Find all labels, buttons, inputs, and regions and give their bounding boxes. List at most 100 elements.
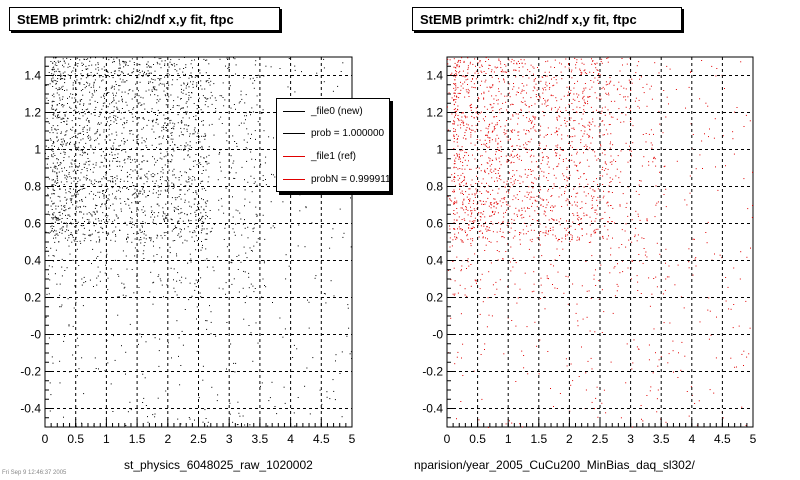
data-point: [152, 82, 154, 84]
data-point: [235, 172, 237, 174]
data-point: [200, 164, 202, 165]
data-point: [545, 83, 547, 85]
data-point: [59, 211, 61, 213]
data-point: [252, 111, 254, 113]
data-point: [98, 181, 100, 183]
data-point: [504, 95, 506, 97]
data-point: [195, 249, 197, 251]
data-point: [211, 103, 213, 105]
data-point: [486, 143, 488, 144]
data-point: [71, 166, 73, 168]
y-tick-label: 0.6: [24, 217, 41, 231]
data-point: [98, 69, 100, 71]
data-point: [91, 148, 93, 150]
data-point: [479, 61, 481, 63]
data-point: [78, 111, 80, 113]
data-point: [475, 65, 476, 67]
data-point: [572, 98, 574, 100]
data-point: [512, 175, 513, 177]
data-point: [667, 362, 669, 364]
data-point: [454, 201, 455, 203]
data-point: [616, 283, 618, 285]
data-point: [155, 138, 157, 139]
data-point: [487, 136, 489, 138]
data-point: [454, 92, 455, 94]
data-point: [114, 359, 116, 361]
data-point: [55, 208, 57, 210]
data-point: [99, 280, 101, 282]
data-point: [64, 206, 66, 208]
data-point: [519, 155, 521, 157]
data-point: [655, 352, 656, 354]
data-point: [118, 59, 120, 61]
data-point: [116, 178, 118, 180]
data-point: [455, 101, 457, 103]
data-point: [469, 168, 471, 170]
data-point: [112, 231, 114, 233]
data-point: [464, 294, 466, 296]
data-point: [81, 225, 83, 227]
data-point: [137, 139, 139, 140]
data-point: [479, 288, 481, 290]
data-point: [118, 100, 120, 102]
data-point: [500, 126, 502, 128]
data-point: [126, 176, 128, 178]
data-point: [528, 130, 529, 131]
data-point: [598, 126, 600, 128]
data-point: [114, 240, 116, 242]
data-point: [80, 139, 82, 141]
data-point: [148, 83, 150, 84]
data-point: [453, 66, 455, 68]
data-point: [580, 130, 582, 132]
data-point: [64, 210, 66, 212]
data-point: [640, 180, 642, 182]
data-point: [595, 218, 597, 220]
data-point: [507, 204, 509, 206]
data-point: [82, 131, 84, 132]
data-point: [619, 70, 621, 72]
data-point: [239, 101, 241, 103]
data-point: [244, 302, 246, 304]
data-point: [105, 172, 107, 174]
data-point: [65, 209, 67, 211]
x-tick-label: 1: [505, 432, 512, 446]
data-point: [571, 141, 573, 143]
data-point: [164, 180, 166, 182]
data-point: [112, 411, 114, 412]
data-point: [203, 135, 205, 137]
data-point: [61, 144, 63, 146]
data-point: [219, 95, 221, 97]
data-point: [479, 60, 481, 61]
data-point: [489, 146, 490, 148]
data-point: [164, 63, 166, 65]
data-point: [76, 232, 78, 234]
data-point: [513, 219, 515, 221]
data-point: [168, 96, 170, 98]
data-point: [109, 165, 111, 167]
data-point: [557, 240, 559, 242]
data-point: [114, 118, 116, 120]
data-point: [593, 232, 595, 234]
data-point: [660, 356, 662, 358]
data-point: [510, 154, 512, 156]
data-point: [541, 152, 543, 154]
data-point: [570, 117, 572, 119]
data-point: [465, 79, 467, 81]
data-point: [515, 76, 517, 78]
data-point: [115, 149, 117, 151]
data-point: [453, 202, 455, 204]
data-point: [184, 57, 185, 58]
data-point: [504, 81, 505, 83]
data-point: [590, 233, 592, 235]
data-point: [485, 190, 487, 192]
data-point: [58, 147, 59, 149]
data-point: [63, 121, 65, 122]
data-point: [619, 94, 621, 95]
data-point: [598, 82, 599, 84]
data-point: [531, 241, 533, 243]
data-point: [73, 102, 75, 104]
x-tick-label: 2: [566, 432, 573, 446]
data-point: [61, 75, 63, 77]
data-point: [516, 214, 518, 216]
data-point: [131, 148, 132, 150]
